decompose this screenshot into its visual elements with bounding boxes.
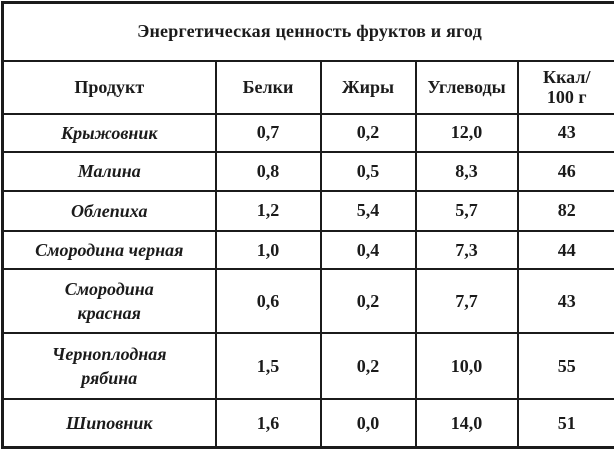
kcal-value: 43 <box>516 268 614 335</box>
kcal-value: 82 <box>516 189 614 232</box>
table-row: Черноплодная рябина 1,5 0,2 10,0 55 <box>1 332 614 401</box>
carbs-value: 12,0 <box>414 112 519 154</box>
carbs-value: 7,3 <box>414 229 519 271</box>
proteins-value: 1,0 <box>214 229 322 271</box>
proteins-value: 1,2 <box>214 189 322 232</box>
product-name: Черноплодная рябина <box>1 332 217 401</box>
carbs-value: 7,7 <box>414 268 519 335</box>
proteins-value: 0,7 <box>214 112 322 154</box>
column-header-fats: Жиры <box>319 59 417 115</box>
column-header-row: Продукт Белки Жиры Углеводы Ккал/ 100 г <box>1 59 614 115</box>
fats-value: 5,4 <box>319 189 417 232</box>
kcal-value: 55 <box>516 332 614 401</box>
product-name: Смородина красная <box>1 268 217 335</box>
title-row: Энергетическая ценность фруктов и ягод <box>1 1 614 62</box>
kcal-value: 46 <box>516 151 614 192</box>
fats-value: 0,2 <box>319 268 417 335</box>
fats-value: 0,2 <box>319 332 417 401</box>
kcal-value: 51 <box>516 398 614 449</box>
product-name: Шиповник <box>1 398 217 449</box>
fats-value: 0,5 <box>319 151 417 192</box>
carbs-value: 10,0 <box>414 332 519 401</box>
fats-value: 0,2 <box>319 112 417 154</box>
column-header-kcal: Ккал/ 100 г <box>516 59 614 115</box>
fats-value: 0,0 <box>319 398 417 449</box>
kcal-value: 44 <box>516 229 614 271</box>
column-header-carbs: Углеводы <box>414 59 519 115</box>
carbs-value: 8,3 <box>414 151 519 192</box>
proteins-value: 0,8 <box>214 151 322 192</box>
product-name: Крыжовник <box>1 112 217 154</box>
column-header-proteins: Белки <box>214 59 322 115</box>
table-row: Смородина красная 0,6 0,2 7,7 43 <box>1 268 614 335</box>
product-name: Облепиха <box>1 189 217 232</box>
proteins-value: 1,5 <box>214 332 322 401</box>
table-row: Облепиха 1,2 5,4 5,7 82 <box>1 189 614 232</box>
proteins-value: 0,6 <box>214 268 322 335</box>
kcal-value: 43 <box>516 112 614 154</box>
table-row: Смородина черная 1,0 0,4 7,3 44 <box>1 229 614 271</box>
column-header-product: Продукт <box>1 59 217 115</box>
table-row: Малина 0,8 0,5 8,3 46 <box>1 151 614 192</box>
table-row: Шиповник 1,6 0,0 14,0 51 <box>1 398 614 449</box>
product-name: Смородина черная <box>1 229 217 271</box>
product-name: Малина <box>1 151 217 192</box>
table-row: Крыжовник 0,7 0,2 12,0 43 <box>1 112 614 154</box>
fats-value: 0,4 <box>319 229 417 271</box>
carbs-value: 14,0 <box>414 398 519 449</box>
proteins-value: 1,6 <box>214 398 322 449</box>
carbs-value: 5,7 <box>414 189 519 232</box>
table-title: Энергетическая ценность фруктов и ягод <box>1 1 614 62</box>
